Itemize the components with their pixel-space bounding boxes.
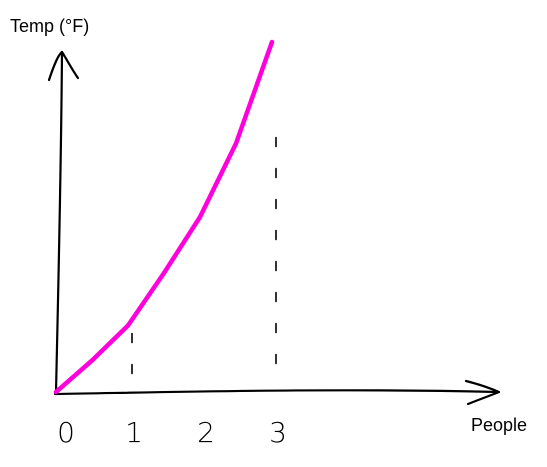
y-axis-label: Temp (°F) (10, 16, 89, 36)
x-tick-label-3: 3 (269, 416, 287, 449)
series (53, 39, 275, 395)
x-tick-label-0: 0 (57, 416, 75, 449)
axes (47, 50, 501, 406)
guides (131, 136, 277, 385)
x-axis-arrowhead (464, 379, 501, 406)
x-axis-label: People (471, 415, 527, 435)
x-tick-label-2: 2 (197, 416, 215, 449)
y-axis-arrowhead (47, 50, 80, 82)
x-axis-line (53, 389, 500, 396)
series-line-1 (53, 39, 275, 395)
y-axis-line (54, 50, 64, 394)
x-tick-labels: 0 1 2 3 (57, 416, 287, 449)
x-tick-label-1: 1 (125, 416, 143, 449)
